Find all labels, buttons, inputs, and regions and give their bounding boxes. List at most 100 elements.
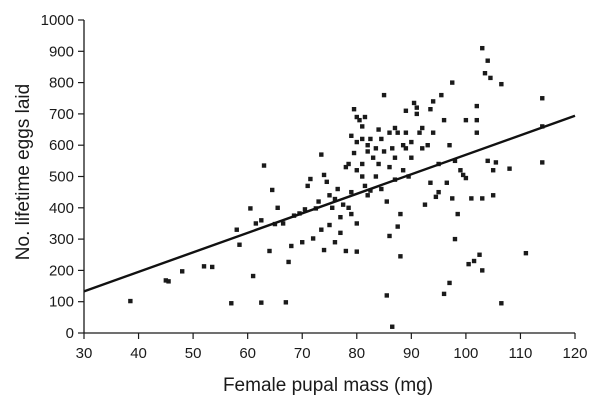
- data-point: [250, 273, 256, 279]
- y-tick-label: 800: [49, 75, 74, 92]
- data-point: [390, 324, 395, 329]
- data-point: [332, 240, 338, 245]
- data-point: [392, 125, 398, 131]
- data-point: [392, 155, 398, 160]
- data-point: [540, 96, 545, 101]
- data-point: [403, 146, 409, 151]
- data-point: [354, 249, 359, 254]
- data-point: [460, 172, 466, 178]
- y-tick-label: 300: [49, 231, 74, 248]
- data-point: [474, 117, 479, 123]
- data-point: [360, 161, 365, 167]
- data-point: [346, 205, 351, 210]
- data-point: [474, 130, 479, 135]
- data-point: [275, 205, 280, 210]
- data-point: [425, 143, 430, 148]
- data-point: [471, 258, 477, 264]
- y-tick-label: 200: [49, 262, 74, 279]
- data-point: [376, 127, 381, 132]
- data-point: [420, 146, 425, 151]
- data-point: [499, 81, 504, 87]
- data-point: [259, 300, 264, 305]
- data-point: [441, 117, 447, 123]
- data-point: [373, 146, 379, 151]
- data-point: [490, 168, 496, 173]
- data-point: [289, 243, 294, 249]
- y-tick-label: 1000: [41, 12, 74, 29]
- x-tick-label: 40: [130, 345, 147, 362]
- data-point: [430, 130, 436, 135]
- x-tick-label: 90: [403, 345, 420, 362]
- data-point: [469, 196, 474, 201]
- data-point: [332, 196, 338, 202]
- data-point: [128, 298, 133, 304]
- data-point: [428, 180, 433, 185]
- data-point: [499, 301, 504, 306]
- data-point: [305, 183, 310, 189]
- data-point: [354, 221, 359, 226]
- data-point: [362, 114, 368, 120]
- data-point: [414, 105, 419, 110]
- data-point: [327, 193, 332, 198]
- data-point: [360, 174, 365, 179]
- data-point: [362, 183, 368, 189]
- x-tick-label: 80: [348, 345, 365, 362]
- data-point: [480, 45, 485, 51]
- trend-line: [83, 114, 576, 293]
- data-point: [455, 211, 460, 217]
- data-point: [365, 143, 370, 148]
- data-point: [319, 152, 324, 157]
- y-tick-label: 600: [49, 137, 74, 154]
- data-point: [360, 124, 365, 129]
- data-point: [349, 189, 354, 195]
- axes: [78, 19, 576, 339]
- data-point: [436, 189, 441, 195]
- y-tick-label: 500: [49, 169, 74, 186]
- data-point: [400, 143, 406, 148]
- x-tick-label: 120: [562, 345, 587, 362]
- data-point: [343, 164, 349, 170]
- x-tick-label: 110: [508, 345, 532, 362]
- data-point: [321, 247, 327, 253]
- data-point: [384, 293, 389, 298]
- data-point: [463, 117, 469, 123]
- data-point: [237, 242, 242, 247]
- data-point: [180, 269, 185, 274]
- data-point: [354, 114, 359, 120]
- data-point: [267, 248, 272, 254]
- data-point: [316, 199, 321, 204]
- y-tick-label: 100: [49, 294, 74, 311]
- y-axis-title: No. lifetime eggs laid: [13, 84, 34, 260]
- data-point: [354, 139, 359, 145]
- x-tick-label: 30: [76, 345, 93, 362]
- data-point: [488, 75, 493, 81]
- y-tick-label: 400: [49, 200, 74, 217]
- data-point: [381, 149, 387, 154]
- data-point: [270, 187, 275, 193]
- tick-labels: 0 100 200 300 400 500 600 700 800 900 1000 30 40 50 60…: [41, 12, 588, 362]
- data-point: [411, 100, 417, 106]
- data-point: [466, 261, 471, 267]
- data-point: [166, 279, 171, 284]
- data-point: [450, 196, 455, 201]
- data-point: [201, 264, 207, 269]
- data-point: [379, 186, 384, 192]
- data-point: [234, 227, 239, 232]
- data-point: [395, 130, 400, 135]
- data-point: [398, 211, 403, 217]
- data-point: [365, 149, 370, 154]
- data-point: [430, 99, 436, 104]
- data-point: [338, 214, 343, 220]
- data-point: [474, 103, 479, 109]
- data-point: [540, 160, 545, 165]
- data-point: [319, 227, 324, 232]
- data-point: [485, 58, 490, 63]
- data-point: [398, 254, 403, 259]
- data-point: [441, 291, 447, 297]
- y-tick-label: 700: [49, 106, 74, 123]
- data-point: [422, 202, 428, 207]
- data-point: [163, 278, 169, 283]
- data-point: [327, 222, 332, 228]
